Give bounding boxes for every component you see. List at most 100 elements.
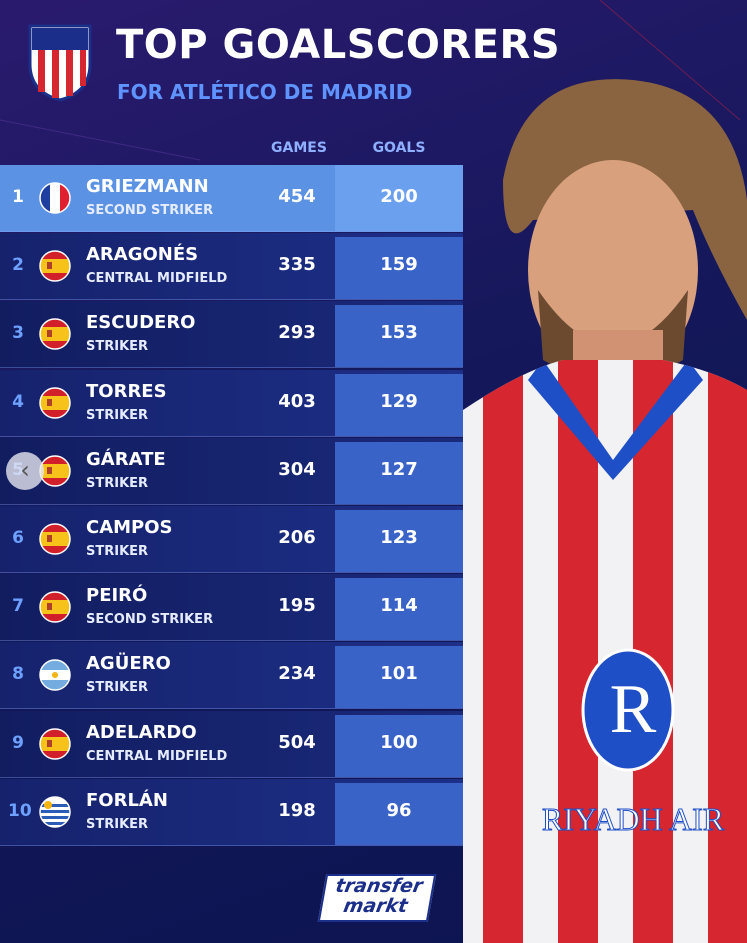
- goals: 129: [380, 390, 418, 412]
- games: 335: [278, 254, 316, 276]
- club-crest: [28, 24, 92, 102]
- games: 195: [278, 595, 316, 617]
- games: 198: [278, 799, 316, 821]
- flag: [39, 727, 71, 760]
- footer-logo: transfer markt: [317, 874, 437, 922]
- table-row: 5GÁRATESTRIKER304127: [0, 437, 463, 505]
- player-name: FORLÁN: [86, 789, 168, 811]
- goals-cell-bg: [335, 510, 463, 572]
- flag-icon: [39, 591, 71, 623]
- rank: 8: [12, 664, 24, 685]
- flag: [39, 523, 71, 555]
- flag: [39, 250, 71, 282]
- flag-icon: [39, 250, 71, 282]
- goals-cell-bg: [335, 305, 463, 368]
- flag: [39, 182, 71, 214]
- table-row: 9 ADELARDO CENTRAL MIDFIELD 504 100: [0, 710, 463, 778]
- goals-cell-bg: [335, 237, 463, 300]
- goals-cell-bg: [335, 714, 463, 777]
- goals-cell-bg: [335, 646, 463, 709]
- table-row: 2 ARAGONÉS CENTRAL MIDFIELD 335 159: [0, 233, 463, 301]
- goals-cell-bg: [335, 441, 463, 504]
- goals: 100: [380, 731, 418, 753]
- games: 504: [278, 731, 316, 753]
- flag: [39, 318, 71, 351]
- flag-icon: [39, 659, 71, 692]
- player-name: ESCUDERO: [86, 312, 196, 334]
- flag: [39, 455, 71, 487]
- carousel-prev-button[interactable]: ‹: [6, 452, 44, 490]
- player-name: ARAGONÉS: [86, 244, 199, 266]
- player-name: ADELARDO: [86, 721, 197, 743]
- column-header: GOALS: [372, 140, 426, 156]
- table-row: 1 GRIEZMANN SECOND STRIKER 454 200: [0, 165, 463, 232]
- rank: 9: [12, 732, 24, 753]
- column-header: GAMES: [271, 140, 327, 156]
- table-row: 6 CAMPOS STRIKER 206 123: [0, 506, 463, 573]
- player-position: STRIKER: [86, 339, 149, 355]
- flag-icon: [39, 727, 71, 760]
- player-name: GRIEZMANN: [86, 176, 209, 197]
- goals: 101: [380, 663, 418, 685]
- player-position: STRIKER: [86, 544, 149, 559]
- player-name: CAMPOS: [86, 517, 173, 538]
- player-position: STRIKER: [86, 475, 149, 491]
- rank: 2: [12, 255, 24, 276]
- player-position: STRIKER: [86, 680, 149, 696]
- rank: 6: [12, 528, 24, 548]
- flag: [39, 796, 71, 828]
- games: 403: [278, 390, 316, 412]
- sponsor-logo: R: [610, 671, 657, 748]
- flag-icon: [39, 455, 71, 487]
- subtitle: FOR ATLÉTICO DE MADRID: [117, 80, 413, 104]
- logo-text: markt: [341, 895, 410, 917]
- player-position: CENTRAL MIDFIELD: [86, 271, 228, 287]
- games: 454: [278, 186, 316, 207]
- player-position: CENTRAL MIDFIELD: [86, 748, 228, 764]
- goals: 153: [380, 322, 418, 344]
- goals-cell-bg: [335, 782, 463, 845]
- rank: 7: [12, 596, 24, 617]
- player-name: TORRES: [86, 380, 167, 402]
- goals: 159: [380, 254, 418, 276]
- rank: 3: [12, 323, 24, 344]
- player-name: AGÜERO: [86, 653, 171, 675]
- table-row: 10 FORLÁN STRIKER 198 96: [0, 778, 463, 846]
- flag: [39, 386, 71, 419]
- goals-cell-bg: [335, 578, 463, 641]
- flag-icon: [39, 523, 71, 555]
- rank: 10: [8, 800, 32, 821]
- player-photo: R RIYADH AIR: [463, 79, 747, 943]
- flag-icon: [39, 318, 71, 351]
- table-row: 3 ESCUDERO STRIKER 293 153: [0, 301, 463, 369]
- player-position: STRIKER: [86, 816, 149, 832]
- goals-cell-bg: [335, 165, 463, 231]
- goals-cell-bg: [335, 373, 463, 436]
- games: 304: [278, 458, 316, 480]
- goals: 96: [386, 799, 412, 821]
- title: TOP GOALSCORERS: [116, 22, 561, 68]
- flag: [39, 659, 71, 692]
- table-row: 8 AGÜERO STRIKER 234 101: [0, 642, 463, 710]
- flag-icon: [39, 386, 71, 419]
- flag: [39, 591, 71, 623]
- goals: 127: [380, 458, 418, 480]
- player-position: SECOND STRIKER: [86, 203, 214, 218]
- rank: 1: [12, 187, 24, 207]
- goals: 200: [380, 186, 418, 207]
- flag-icon: [39, 796, 71, 828]
- rank: 4: [12, 391, 24, 412]
- flag-icon: [39, 182, 71, 214]
- player-name: PEIRÓ: [86, 585, 148, 607]
- player-position: SECOND STRIKER: [86, 612, 214, 628]
- player-name: GÁRATE: [86, 448, 166, 470]
- table-row: 7 PEIRÓ SECOND STRIKER 195 114: [0, 574, 463, 642]
- player-position: STRIKER: [86, 407, 149, 423]
- jersey-text: RIYADH AIR: [542, 801, 725, 837]
- games: 234: [278, 663, 316, 685]
- games: 293: [278, 322, 316, 344]
- games: 206: [278, 527, 316, 548]
- goals: 123: [380, 527, 418, 548]
